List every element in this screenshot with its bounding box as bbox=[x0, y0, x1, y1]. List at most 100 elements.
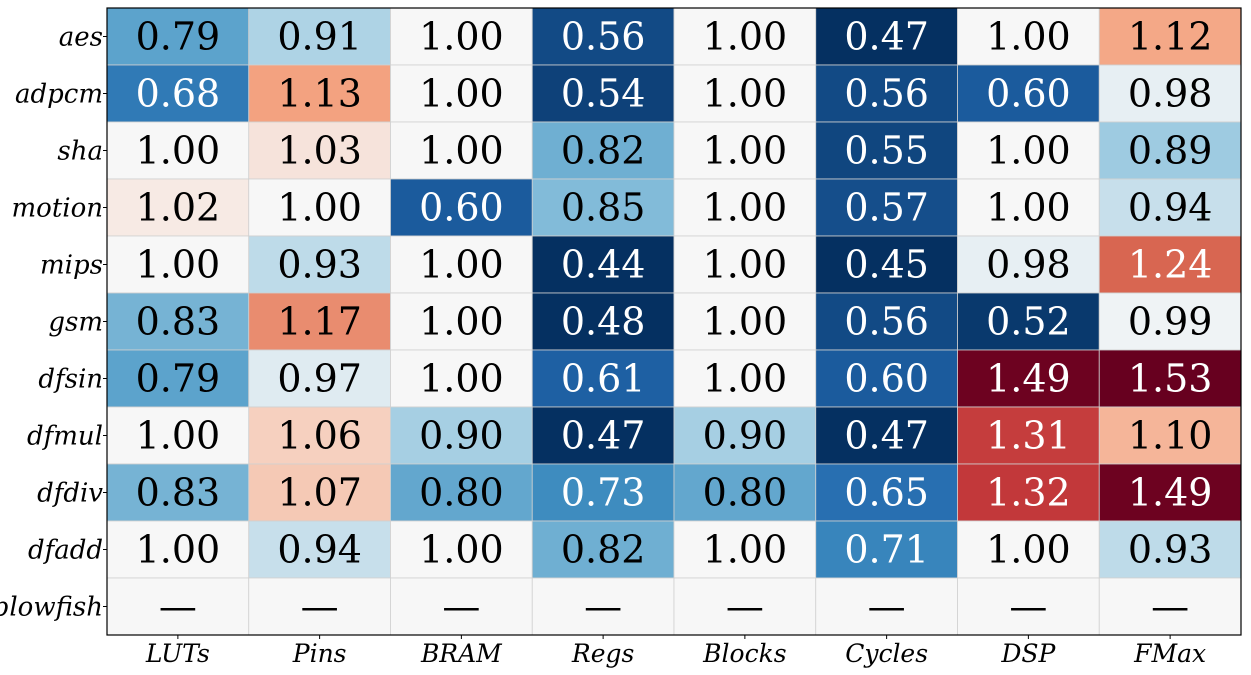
cell-value-motion-bram: 0.60 bbox=[419, 186, 504, 230]
cell-value-mips-bram: 1.00 bbox=[419, 243, 504, 287]
cell-value-motion-luts: 1.02 bbox=[136, 186, 221, 230]
cell-value-sha-cycles: 0.55 bbox=[844, 129, 929, 173]
heatmap-cell-sha-regs bbox=[531, 121, 675, 180]
column-label-dsp: DSP bbox=[1000, 639, 1056, 668]
cell-value-adpcm-luts: 0.68 bbox=[136, 72, 221, 116]
heatmap-cell-gsm-dsp bbox=[957, 292, 1100, 351]
cell-value-blowfish-regs: — bbox=[584, 585, 622, 629]
heatmap-cell-sha-dsp bbox=[957, 121, 1100, 180]
heatmap-cell-sha-pins bbox=[248, 121, 391, 180]
heatmap-cell-motion-luts bbox=[106, 178, 250, 237]
heatmap-cell-dfsin-bram bbox=[390, 349, 533, 408]
heatmap-cell-dfdiv-bram bbox=[390, 463, 533, 522]
cell-value-dfsin-regs: 0.61 bbox=[561, 357, 646, 401]
cell-value-sha-dsp: 1.00 bbox=[986, 129, 1071, 173]
cell-value-dfdiv-fmax: 1.49 bbox=[1128, 471, 1213, 515]
row-label-aes: aes bbox=[59, 23, 103, 53]
cell-value-adpcm-fmax: 0.98 bbox=[1128, 72, 1213, 116]
cell-value-gsm-pins: 1.17 bbox=[277, 300, 362, 344]
heatmap-cell-dfmul-cycles bbox=[815, 406, 958, 465]
cell-value-dfsin-bram: 1.00 bbox=[419, 357, 504, 401]
cell-value-blowfish-blocks: — bbox=[726, 585, 764, 629]
heatmap-cell-dfadd-luts bbox=[106, 520, 250, 579]
heatmap-cell-blowfish-blocks bbox=[673, 577, 817, 636]
cell-value-dfsin-pins: 0.97 bbox=[277, 357, 362, 401]
heatmap-cell-adpcm-blocks bbox=[673, 64, 817, 123]
cell-value-dfsin-dsp: 1.49 bbox=[986, 357, 1071, 401]
heatmap-cell-dfsin-pins bbox=[248, 349, 391, 408]
cell-value-dfdiv-luts: 0.83 bbox=[136, 471, 221, 515]
heatmap-cell-sha-luts bbox=[106, 121, 250, 180]
cell-value-mips-fmax: 1.24 bbox=[1128, 243, 1213, 287]
cell-value-gsm-blocks: 1.00 bbox=[703, 300, 788, 344]
heatmap-cell-blowfish-pins bbox=[248, 577, 391, 636]
row-label-mips: mips bbox=[40, 251, 103, 281]
heatmap-cell-sha-bram bbox=[390, 121, 533, 180]
heatmap-cell-dfdiv-regs bbox=[531, 463, 675, 522]
column-label-luts: LUTs bbox=[145, 639, 210, 668]
cell-value-adpcm-dsp: 0.60 bbox=[986, 72, 1071, 116]
cell-value-dfadd-blocks: 1.00 bbox=[703, 528, 788, 572]
column-label-regs: Regs bbox=[571, 639, 634, 668]
cell-value-dfmul-blocks: 0.90 bbox=[703, 414, 788, 458]
cell-value-dfadd-regs: 0.82 bbox=[561, 528, 646, 572]
cell-value-dfsin-luts: 0.79 bbox=[136, 357, 221, 401]
row-label-adpcm: adpcm bbox=[15, 80, 103, 110]
heatmap-cell-motion-regs bbox=[531, 178, 675, 237]
cell-value-dfmul-cycles: 0.47 bbox=[844, 414, 929, 458]
cell-value-motion-cycles: 0.57 bbox=[844, 186, 929, 230]
cell-value-blowfish-luts: — bbox=[159, 585, 197, 629]
cell-value-sha-bram: 1.00 bbox=[419, 129, 504, 173]
cell-value-dfadd-bram: 1.00 bbox=[419, 528, 504, 572]
cell-value-mips-cycles: 0.45 bbox=[844, 243, 929, 287]
heatmap-cell-adpcm-regs bbox=[531, 64, 675, 123]
cell-value-dfdiv-blocks: 0.80 bbox=[703, 471, 788, 515]
cell-value-adpcm-pins: 1.13 bbox=[277, 72, 362, 116]
row-label-motion: motion bbox=[12, 194, 103, 224]
heatmap-cell-mips-fmax bbox=[1098, 235, 1242, 294]
cell-value-gsm-cycles: 0.56 bbox=[844, 300, 929, 344]
cell-value-aes-pins: 0.91 bbox=[277, 15, 362, 59]
row-label-dfdiv: dfdiv bbox=[37, 479, 103, 509]
heatmap-cell-aes-fmax bbox=[1098, 7, 1242, 66]
cell-value-dfmul-bram: 0.90 bbox=[419, 414, 504, 458]
heatmap-cell-dfadd-regs bbox=[531, 520, 675, 579]
cell-value-dfadd-cycles: 0.71 bbox=[844, 528, 929, 572]
cell-value-adpcm-regs: 0.54 bbox=[561, 72, 646, 116]
heatmap-cell-aes-cycles bbox=[815, 7, 958, 66]
column-label-pins: Pins bbox=[292, 639, 347, 668]
heatmap-cell-blowfish-dsp bbox=[957, 577, 1100, 636]
cell-value-dfdiv-pins: 1.07 bbox=[277, 471, 362, 515]
cell-value-dfdiv-dsp: 1.32 bbox=[986, 471, 1071, 515]
row-label-gsm: gsm bbox=[48, 308, 103, 338]
row-label-dfadd: dfadd bbox=[28, 536, 103, 566]
cell-value-blowfish-cycles: — bbox=[868, 585, 906, 629]
heatmap-cell-aes-luts bbox=[106, 7, 250, 66]
heatmap-cell-aes-blocks bbox=[673, 7, 817, 66]
cell-value-aes-fmax: 1.12 bbox=[1128, 15, 1213, 59]
cell-value-dfmul-regs: 0.47 bbox=[561, 414, 646, 458]
heatmap-cell-adpcm-fmax bbox=[1098, 64, 1242, 123]
heatmap-cell-dfsin-fmax bbox=[1098, 349, 1242, 408]
cell-value-dfdiv-cycles: 0.65 bbox=[844, 471, 929, 515]
cell-value-sha-fmax: 0.89 bbox=[1128, 129, 1213, 173]
heatmap-cell-dfdiv-fmax bbox=[1098, 463, 1242, 522]
cell-value-dfadd-dsp: 1.00 bbox=[986, 528, 1071, 572]
cell-value-motion-pins: 1.00 bbox=[277, 186, 362, 230]
row-label-dfmul: dfmul bbox=[27, 422, 103, 452]
row-labels: aes adpcm sha motion mips gsm dfsin dfmul dfdiv d… bbox=[0, 23, 107, 623]
column-label-bram: BRAM bbox=[420, 639, 503, 668]
heatmap-cell-dfmul-fmax bbox=[1098, 406, 1242, 465]
cell-value-dfsin-fmax: 1.53 bbox=[1128, 357, 1213, 401]
heatmap-cell-dfdiv-cycles bbox=[815, 463, 958, 522]
cell-value-gsm-luts: 0.83 bbox=[136, 300, 221, 344]
heatmap-cell-dfdiv-pins bbox=[248, 463, 391, 522]
heatmap-cell-dfsin-luts bbox=[106, 349, 250, 408]
heatmap-cell-adpcm-dsp bbox=[957, 64, 1100, 123]
cell-value-aes-dsp: 1.00 bbox=[986, 15, 1071, 59]
heatmap-cell-dfsin-dsp bbox=[957, 349, 1100, 408]
cell-value-blowfish-bram: — bbox=[442, 585, 480, 629]
cell-value-adpcm-blocks: 1.00 bbox=[703, 72, 788, 116]
cell-value-dfmul-pins: 1.06 bbox=[277, 414, 362, 458]
heatmap-cell-motion-bram bbox=[390, 178, 533, 237]
